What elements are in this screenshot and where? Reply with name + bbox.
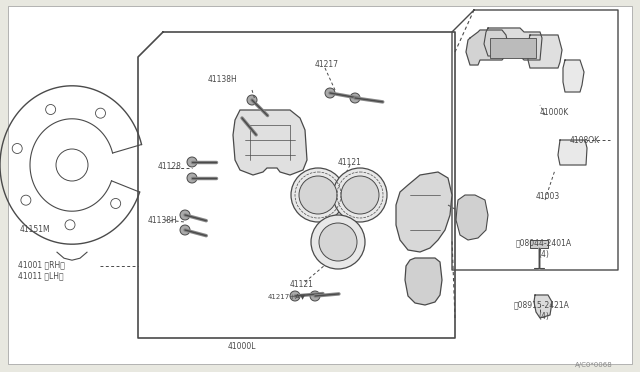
Circle shape (247, 95, 257, 105)
Polygon shape (456, 195, 488, 240)
Text: Ⓜ08915-2421A: Ⓜ08915-2421A (514, 300, 570, 309)
Polygon shape (405, 258, 442, 305)
Bar (490, 38, 536, 58)
Text: 41217+A▼: 41217+A▼ (268, 293, 307, 299)
Text: 41121: 41121 (338, 158, 362, 167)
Polygon shape (534, 295, 552, 318)
Polygon shape (528, 35, 562, 68)
Polygon shape (466, 30, 508, 65)
Text: 41217: 41217 (315, 60, 339, 69)
Text: 41011 〈LH〉: 41011 〈LH〉 (18, 271, 63, 280)
Bar (530, 240, 548, 248)
FancyBboxPatch shape (8, 6, 632, 364)
Circle shape (310, 291, 320, 301)
Text: 41138H: 41138H (148, 216, 178, 225)
Circle shape (291, 168, 345, 222)
Circle shape (333, 168, 387, 222)
Text: 41003: 41003 (536, 192, 560, 201)
Text: A/C0*0068: A/C0*0068 (575, 362, 612, 368)
Circle shape (341, 176, 379, 214)
Circle shape (180, 225, 190, 235)
Polygon shape (558, 140, 587, 165)
Circle shape (350, 93, 360, 103)
Text: 41151M: 41151M (20, 225, 51, 234)
Text: 4108OK: 4108OK (570, 136, 600, 145)
Text: 41128: 41128 (158, 162, 182, 171)
Text: 41000L: 41000L (228, 342, 257, 351)
Text: 41121: 41121 (290, 280, 314, 289)
Text: Ⓑ08044-2401A: Ⓑ08044-2401A (516, 238, 572, 247)
Text: (4): (4) (538, 250, 549, 259)
Circle shape (325, 88, 335, 98)
Polygon shape (563, 60, 584, 92)
Circle shape (187, 157, 197, 167)
Circle shape (237, 113, 247, 123)
Text: 41000K: 41000K (540, 108, 569, 117)
Circle shape (187, 173, 197, 183)
Circle shape (319, 223, 357, 261)
Polygon shape (396, 172, 452, 252)
Text: 41001 〈RH〉: 41001 〈RH〉 (18, 260, 65, 269)
Polygon shape (484, 28, 542, 60)
Text: 41138H: 41138H (208, 75, 237, 84)
Circle shape (311, 215, 365, 269)
Circle shape (290, 291, 300, 301)
Circle shape (299, 176, 337, 214)
Text: (4): (4) (538, 312, 549, 321)
Circle shape (180, 210, 190, 220)
Polygon shape (233, 110, 307, 175)
